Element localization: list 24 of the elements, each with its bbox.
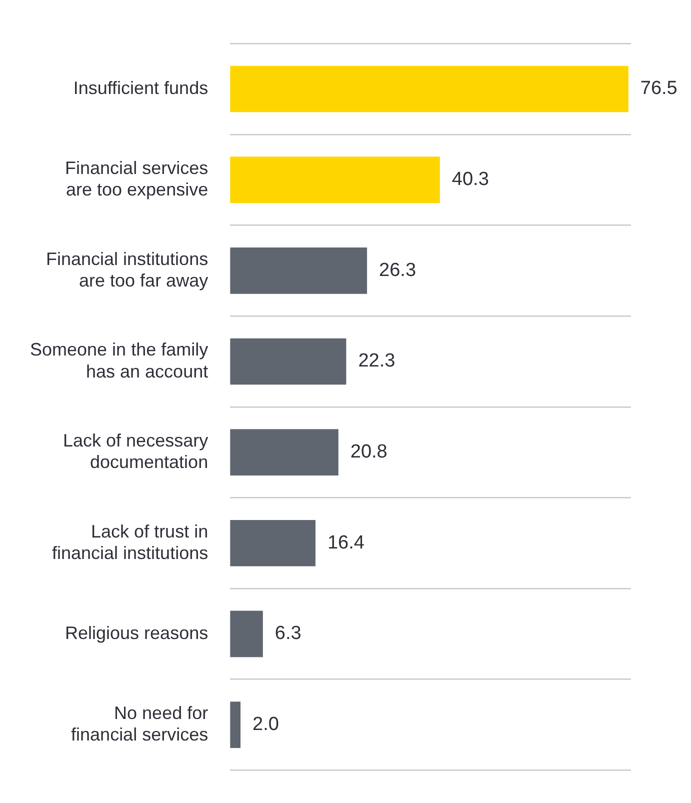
y-tick-label: Financial services are too expensive: [65, 158, 208, 200]
y-tick-label: Religious reasons: [65, 622, 208, 643]
y-tick-label: Insufficient funds: [73, 78, 208, 98]
data-label: 22.3: [358, 350, 396, 372]
bar: [230, 702, 241, 748]
data-label: 20.8: [350, 442, 388, 463]
y-tick-label: Someone in the family has an account: [30, 340, 208, 382]
y-tick-label: Lack of trust in financial institutions: [52, 521, 208, 563]
bar: [230, 338, 346, 385]
data-label: 6.3: [274, 623, 302, 644]
y-tick-label: No need for financial services: [71, 702, 208, 745]
data-label: 26.3: [379, 260, 416, 281]
data-label: 16.4: [327, 532, 365, 554]
bar: [230, 66, 628, 112]
y-tick-label: Lack of necessary documentation: [63, 430, 208, 472]
bar: [230, 429, 338, 476]
bar: [230, 248, 368, 294]
data-label: 2.0: [252, 714, 279, 736]
bar: [230, 520, 316, 566]
y-tick-label: Financial institutions are too far away: [46, 248, 208, 290]
bar: [230, 610, 263, 658]
data-label: 40.3: [452, 169, 489, 190]
bar: [230, 156, 440, 203]
data-label: 76.5: [640, 78, 678, 100]
